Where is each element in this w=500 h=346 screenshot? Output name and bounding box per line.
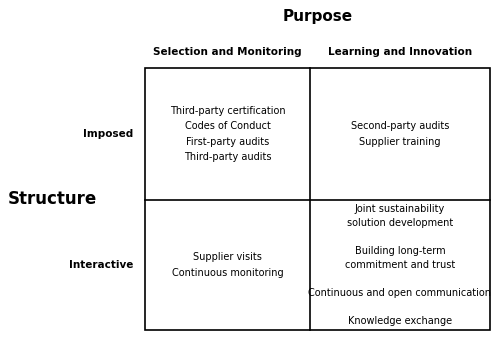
Text: Selection and Monitoring: Selection and Monitoring <box>153 47 302 57</box>
Text: Purpose: Purpose <box>282 9 352 24</box>
Text: Learning and Innovation: Learning and Innovation <box>328 47 472 57</box>
Text: Interactive: Interactive <box>68 260 133 270</box>
Text: Joint sustainability
solution development

Building long-term
commitment and tru: Joint sustainability solution developmen… <box>308 204 492 326</box>
Text: Imposed: Imposed <box>83 129 133 139</box>
Text: Structure: Structure <box>8 190 97 208</box>
Text: Second-party audits
Supplier training: Second-party audits Supplier training <box>351 121 449 147</box>
Text: Third-party certification
Codes of Conduct
First-party audits
Third-party audits: Third-party certification Codes of Condu… <box>170 106 285 162</box>
Text: Supplier visits
Continuous monitoring: Supplier visits Continuous monitoring <box>172 252 283 278</box>
Bar <box>145 68 490 330</box>
